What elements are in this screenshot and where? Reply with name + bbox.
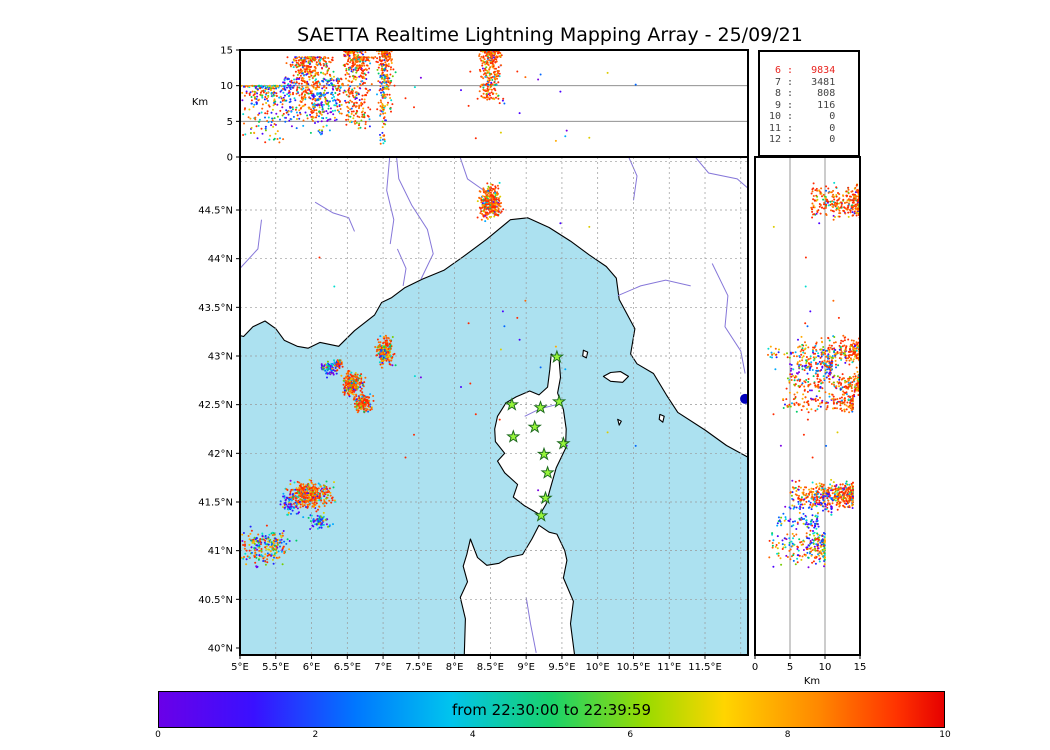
coastline [658,413,665,423]
river-line [386,157,395,245]
scatter-layer-map [240,181,637,569]
lon-tick-label: 10°E [586,662,610,673]
alt-tick-label: 15 [220,46,233,57]
river-line [314,201,355,232]
lon-tick-label: 7°E [374,662,392,673]
lon-tick-label: 9°E [517,662,535,673]
river-line [628,157,638,201]
river-line [240,219,262,269]
colorbar-ticks: 0 2 4 6 8 10 [155,730,951,744]
alt-tick-label: 5 [787,662,793,673]
station-star [534,508,549,522]
right-axis-km-label: Km [804,676,820,687]
lon-tick-label: 10.5°E [617,662,651,673]
coastline [602,371,630,383]
coastline [240,157,748,458]
alt-tick-label: 0 [227,153,233,164]
lat-tick-label: 44°N [208,254,233,265]
station-star [538,490,553,505]
station-star [533,400,548,414]
station-count-row: 8 : 808 [769,88,836,99]
station-count-row: 7 : 3481 [769,76,836,88]
lon-tick-label: 8°E [446,662,464,673]
panel-border [239,156,749,656]
colorbar-tick-label: 2 [312,730,319,740]
scatter-layer-top [240,50,637,145]
alt-tick-label: 5 [227,117,233,128]
lat-tick-label: 41°N [208,546,233,557]
alt-tick-label: 10 [220,81,233,92]
panel-border [754,156,861,656]
station-star [551,394,567,408]
coastline [582,349,589,359]
lon-tick-label: 5.5°E [262,662,289,673]
lon-tick-label: 6°E [303,662,321,673]
lat-tick-label: 40.5°N [198,595,233,606]
river-line [396,248,407,286]
alt-tick-label: 10 [819,662,832,673]
colorbar-tick-label: 8 [784,730,791,740]
lon-tick-label: 11.5°E [688,662,722,673]
lat-tick-label: 44.5°N [198,206,233,217]
river-line [525,597,537,653]
time-colorbar: from 22:30:00 to 22:39:59 [158,691,945,728]
lon-tick-label: 8.5°E [477,662,504,673]
station-count-row: 9 : 116 [769,99,836,111]
lon-tick-label: 5°E [231,662,249,673]
right-panel [755,157,860,655]
colorbar-tick-label: 4 [469,730,476,740]
station-star [556,436,571,450]
top-axis-km-label: Km [192,97,208,108]
lon-tick-label: 7.5°E [405,662,432,673]
lat-tick-label: 43°N [208,351,233,362]
river-line [617,279,691,297]
lat-tick-label: 40°N [208,643,233,654]
edge-dot-marker [740,393,748,404]
station-layer [504,349,748,522]
lon-tick-label: 9.5°E [548,662,575,673]
lat-tick-label: 41.5°N [198,497,233,508]
figure-title: SAETTA Realtime Lightning Mapping Array … [297,24,803,46]
colorbar-tick-label: 0 [155,730,161,740]
map-panel [240,157,748,655]
river-line [396,157,434,280]
station-star [536,446,552,461]
station-star [527,419,542,434]
coastline [459,524,576,655]
colorbar-tick-label: 6 [627,730,634,740]
colorbar-tick-label: 10 [939,730,951,740]
lat-tick-label: 42.5°N [198,400,233,411]
alt-tick-label: 15 [854,662,867,673]
station-count-row: 11 : 0 [769,122,836,134]
station-star [549,349,565,364]
lon-tick-label: 11°E [657,662,681,673]
station-star [540,465,555,479]
colorbar-label: from 22:30:00 to 22:39:59 [451,700,651,719]
lon-tick-label: 6.5°E [334,662,361,673]
station-count-row: 6 : 9834 [769,65,836,76]
station-star [504,397,520,411]
river-line [711,263,746,374]
station-count-row: 12 : 0 [769,134,836,145]
coastline [617,418,622,426]
station-star [506,429,521,443]
lat-tick-label: 43.5°N [198,303,233,314]
river-line [694,157,748,189]
alt-tick-label: 0 [752,662,758,673]
lat-tick-label: 42°N [208,449,233,460]
station-count-row: 10 : 0 [769,111,836,122]
